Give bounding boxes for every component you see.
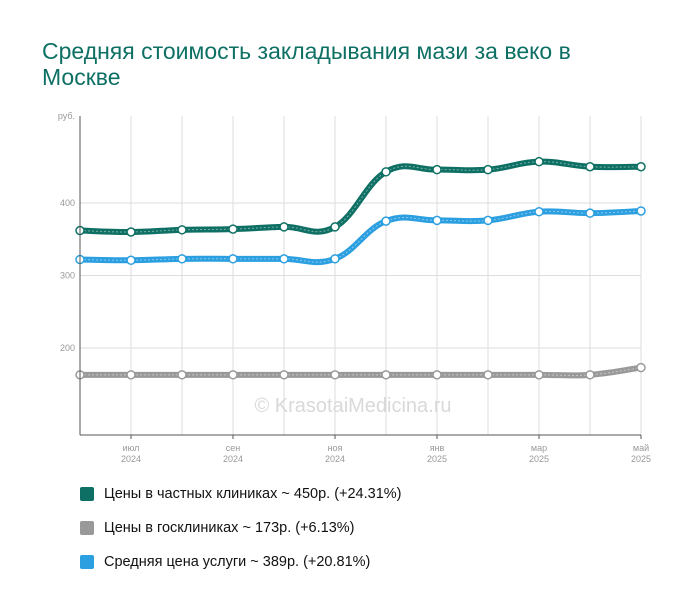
- data-point: [228, 370, 238, 380]
- data-point: [177, 370, 187, 380]
- axes: 200300400руб.июл2024сен2024ноя2024янв202…: [58, 111, 651, 464]
- series-line-texture-2: [79, 367, 642, 376]
- chart-title: Средняя стоимость закладывания мази за в…: [42, 38, 571, 90]
- legend-label: Цены в частных клиниках ~ 450р. (+24.31%…: [104, 486, 402, 502]
- data-point: [330, 222, 340, 232]
- data-point: [381, 216, 391, 226]
- series-lines: [77, 158, 644, 379]
- series-line-3: [77, 207, 644, 266]
- data-point: [279, 370, 289, 380]
- y-tick-label: 200: [60, 343, 75, 353]
- data-point: [228, 254, 238, 264]
- watermark-text: © KrasotaiMedicina.ru: [254, 395, 451, 417]
- data-point: [432, 370, 442, 380]
- data-point: [177, 225, 187, 235]
- y-tick-label: 300: [60, 271, 75, 281]
- legend-label: Средняя цена услуги ~ 389р. (+20.81%): [104, 554, 371, 570]
- x-tick-year-label: 2024: [325, 454, 345, 464]
- data-point: [279, 222, 289, 232]
- legend-swatch: [80, 521, 94, 535]
- data-point: [381, 167, 391, 177]
- grid: [79, 116, 642, 435]
- x-tick-label: мар: [531, 443, 547, 453]
- data-point: [534, 156, 544, 167]
- series-line-1: [77, 158, 644, 236]
- x-tick-year-label: 2024: [223, 454, 243, 464]
- data-point: [330, 370, 340, 380]
- data-point: [126, 227, 136, 237]
- series-line-2: [77, 364, 644, 379]
- x-tick-label: июл: [123, 443, 140, 453]
- data-point: [585, 208, 595, 218]
- data-point: [381, 370, 391, 380]
- data-point: [228, 224, 238, 234]
- data-point: [177, 254, 187, 264]
- data-point: [483, 215, 493, 226]
- x-tick-label: ноя: [328, 443, 343, 453]
- data-point: [330, 254, 340, 264]
- line-chart: © KrasotaiMedicina.ru 200300400руб.июл20…: [58, 111, 651, 464]
- data-point: [279, 254, 289, 264]
- data-point: [636, 362, 646, 373]
- y-axis-unit-label: руб.: [58, 111, 75, 121]
- x-tick-label: май: [633, 443, 649, 453]
- data-point: [432, 164, 442, 175]
- data-point: [126, 370, 136, 380]
- data-point: [534, 206, 544, 217]
- x-tick-year-label: 2025: [631, 454, 651, 464]
- data-point: [483, 370, 493, 380]
- x-tick-label: янв: [430, 443, 445, 453]
- data-point: [585, 162, 595, 172]
- data-point: [432, 215, 442, 226]
- x-tick-label: сен: [226, 443, 241, 453]
- x-tick-year-label: 2024: [121, 454, 141, 464]
- y-tick-label: 400: [60, 198, 75, 208]
- data-points: [75, 156, 646, 380]
- legend-swatch: [80, 487, 94, 501]
- data-point: [483, 164, 493, 175]
- data-point: [636, 162, 646, 172]
- data-point: [585, 370, 595, 380]
- legend-swatch: [80, 555, 94, 569]
- data-point: [126, 255, 136, 266]
- x-tick-year-label: 2025: [529, 454, 549, 464]
- legend-label: Цены в госклиниках ~ 173р. (+6.13%): [104, 520, 355, 536]
- x-tick-year-label: 2025: [427, 454, 447, 464]
- data-point: [636, 206, 646, 216]
- data-point: [534, 370, 544, 380]
